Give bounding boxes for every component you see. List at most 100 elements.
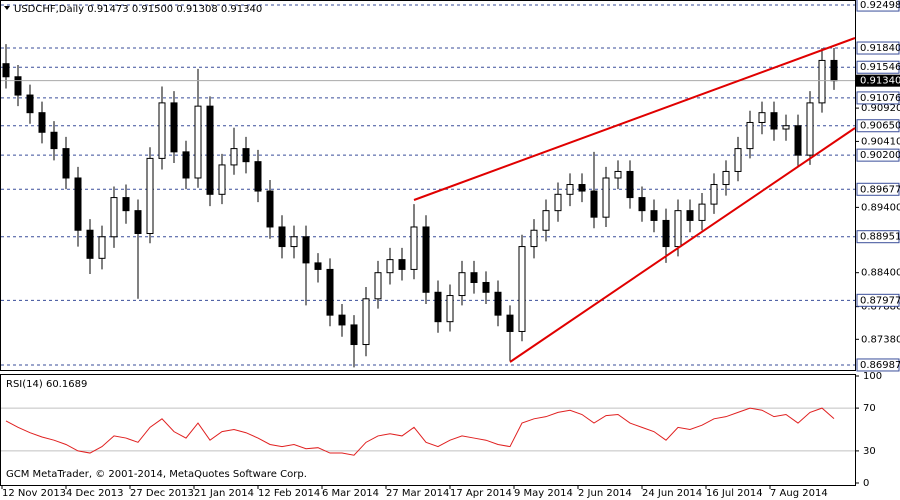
- x-tick-label: 27 Mar 2014: [386, 488, 449, 499]
- candle-body: [602, 177, 610, 218]
- candle-body: [710, 184, 718, 205]
- level-label-box: [856, 182, 900, 196]
- candle-body: [746, 121, 754, 150]
- candle-body: [722, 170, 730, 186]
- candle-body: [38, 112, 46, 133]
- level-label: 0.86987: [860, 360, 900, 371]
- lower-trendline: [509, 127, 856, 363]
- candle-body: [278, 226, 286, 248]
- candle-body: [62, 148, 70, 179]
- level-label: 0.91546: [860, 62, 900, 73]
- current-price-box: [856, 74, 900, 87]
- candle-body: [770, 112, 778, 130]
- candle-body: [410, 226, 418, 270]
- candle-body: [290, 236, 298, 248]
- candle-body: [158, 102, 166, 159]
- rsi-tick-label: 70: [863, 403, 876, 414]
- y-tick-label: 0.90920: [861, 103, 900, 114]
- candle-body: [254, 161, 262, 192]
- x-tick-label: 4 Dec 2013: [66, 488, 124, 499]
- rsi-pane: [0, 374, 856, 486]
- candle-body: [614, 170, 622, 179]
- candle-body: [194, 105, 202, 179]
- candle-body: [170, 102, 178, 153]
- candle-body: [374, 272, 382, 300]
- candle-body: [14, 76, 22, 96]
- candle-body: [386, 259, 394, 274]
- level-label-box: [856, 358, 900, 372]
- candle-body: [326, 268, 334, 316]
- candle-body: [242, 148, 250, 163]
- level-label-box: [856, 41, 900, 55]
- candle-body: [458, 272, 466, 297]
- candle-body: [134, 210, 142, 235]
- x-tick-label: 16 Jul 2014: [706, 488, 763, 499]
- y-tick-label: 0.87380: [861, 334, 900, 345]
- candle-body: [2, 63, 10, 78]
- candle-body: [626, 170, 634, 199]
- candle-body: [638, 197, 646, 212]
- level-label: 0.91840: [860, 43, 900, 54]
- candle-body: [50, 131, 58, 150]
- level-label-box: [856, 148, 900, 162]
- y-tick-label: 0.87880: [861, 302, 900, 313]
- candle-body: [662, 219, 670, 248]
- candle-body: [218, 164, 226, 195]
- candle-body: [98, 236, 106, 259]
- candle-body: [554, 193, 562, 212]
- rsi-tick-label: 30: [863, 446, 876, 457]
- candle-body: [542, 210, 550, 231]
- menu-arrow[interactable]: [4, 6, 10, 10]
- candle-body: [362, 298, 370, 346]
- y-tick-label: 0.90410: [861, 136, 900, 147]
- candle-body: [650, 210, 658, 221]
- candle-body: [506, 314, 514, 332]
- level-label: 0.92498: [860, 0, 900, 11]
- candle-body: [350, 324, 358, 346]
- x-tick-label: 27 Dec 2013: [130, 488, 194, 499]
- x-tick-label: 2 Jun 2014: [578, 488, 632, 499]
- candle-body: [482, 281, 490, 293]
- level-label: 0.88951: [860, 232, 900, 243]
- candle-body: [86, 229, 94, 259]
- candle-body: [758, 112, 766, 123]
- x-tick-label: 6 Mar 2014: [322, 488, 379, 499]
- x-tick-label: 12 Nov 2013: [2, 488, 66, 499]
- candle-body: [530, 229, 538, 248]
- candle-body: [122, 197, 130, 212]
- chart-title: USDCHF,Daily 0.91473 0.91500 0.91308 0.9…: [14, 4, 262, 15]
- candle-body: [422, 226, 430, 293]
- level-label-box: [856, 119, 900, 133]
- candle-body: [698, 203, 706, 221]
- candle-body: [182, 151, 190, 179]
- candle-body: [26, 94, 34, 114]
- candle-body: [782, 125, 790, 130]
- x-tick-label: 21 Jan 2014: [194, 488, 254, 499]
- x-tick-label: 9 May 2014: [514, 488, 573, 499]
- level-label: 0.87977: [860, 295, 900, 306]
- footer: GCM MetaTrader, © 2001-2014, MetaQuotes …: [6, 469, 307, 480]
- rsi-tick-label: 0: [863, 478, 869, 489]
- candle-body: [398, 259, 406, 270]
- y-tick-label: 0.89400: [861, 202, 900, 213]
- level-label-box: [856, 60, 900, 74]
- x-tick-label: 24 Jun 2014: [642, 488, 702, 499]
- candle-body: [830, 59, 838, 82]
- x-tick-label: 12 Feb 2014: [258, 488, 320, 499]
- candle-body: [578, 184, 586, 192]
- candle-body: [734, 148, 742, 172]
- candle-body: [446, 295, 454, 323]
- candle-body: [806, 102, 814, 156]
- level-label: 0.91076: [860, 93, 900, 104]
- level-label-box: [856, 0, 900, 12]
- candle-body: [266, 190, 274, 228]
- x-tick-label: 7 Aug 2014: [770, 488, 828, 499]
- current-price-label: 0.91340: [860, 76, 900, 87]
- level-label-box: [856, 293, 900, 307]
- upper-trendline: [413, 37, 856, 201]
- candle-body: [230, 148, 238, 166]
- candle-body: [590, 190, 598, 218]
